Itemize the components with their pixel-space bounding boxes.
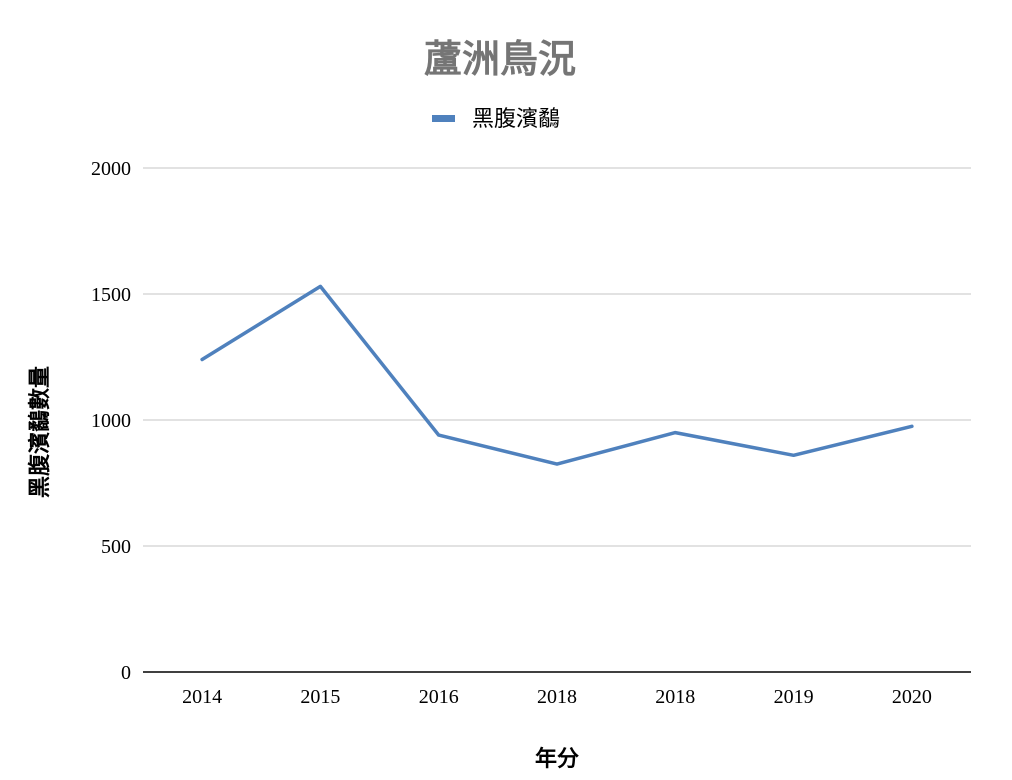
x-axis-ticks: 2014 2015 2016 2018 2018 2019 2020: [182, 686, 932, 708]
y-tick-label: 1000: [91, 410, 131, 432]
y-axis-ticks: 0 500 1000 1500 2000: [91, 158, 131, 684]
y-tick-label: 0: [121, 662, 131, 684]
x-tick-label: 2018: [655, 686, 695, 708]
gridlines: [143, 167, 971, 673]
x-tick-label: 2018: [537, 686, 577, 708]
chart-title: 蘆洲鳥況: [424, 39, 576, 81]
x-tick-label: 2014: [182, 686, 222, 708]
x-tick-label: 2020: [892, 686, 932, 708]
x-tick-label: 2016: [419, 686, 459, 708]
legend-label: 黑腹濱鷸: [472, 106, 560, 131]
legend: 黑腹濱鷸: [432, 106, 560, 131]
x-axis-title: 年分: [535, 746, 579, 771]
y-tick-label: 1500: [91, 284, 131, 306]
series-line: [200, 284, 914, 466]
series-layer: [200, 284, 914, 466]
y-tick-label: 2000: [91, 158, 131, 180]
y-tick-label: 500: [101, 536, 131, 558]
x-tick-label: 2015: [300, 686, 340, 708]
x-tick-label: 2019: [774, 686, 814, 708]
legend-swatch: [432, 115, 455, 122]
y-axis-title: 黑腹濱鷸數量: [27, 366, 52, 498]
